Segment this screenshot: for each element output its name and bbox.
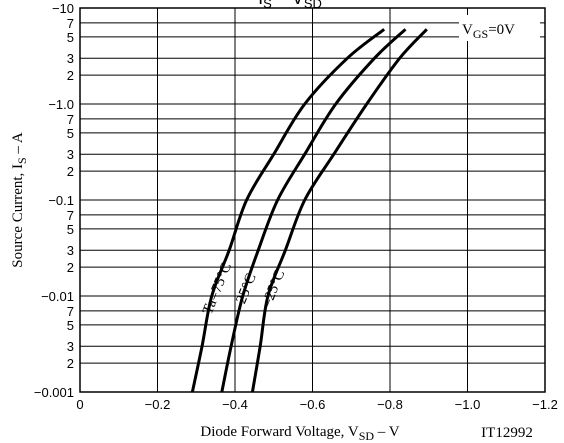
plot-frame (79, 7, 546, 393)
y-tick-label: 5 (67, 222, 74, 237)
y-tick-label: 2 (67, 356, 74, 371)
label-part: Source Current, I (10, 164, 26, 268)
label-part: – V (374, 424, 400, 440)
y-tick-label: −0.1 (48, 193, 74, 208)
y-tick-label: 3 (67, 51, 74, 66)
y-tick-label: −0.001 (34, 385, 74, 400)
label-sub: SD (359, 429, 375, 443)
curve-label: –25°C (259, 268, 289, 311)
y-tick-label: 3 (67, 147, 74, 162)
x-tick-label: −1.0 (455, 397, 481, 412)
y-tick-label: 7 (67, 208, 74, 223)
y-tick-label: 5 (67, 126, 74, 141)
title-sub: SD (304, 0, 322, 11)
figure-code: IT12992 (481, 425, 533, 441)
y-tick-label: 2 (67, 68, 74, 83)
cond-sub: GS (473, 27, 488, 41)
title-part: – V (272, 0, 304, 8)
label-part: – A (10, 132, 26, 157)
y-tick-label: 3 (67, 339, 74, 354)
y-tick-label: 5 (67, 318, 74, 333)
curve (190, 28, 386, 393)
x-tick-label: −1.2 (532, 397, 558, 412)
title-sub: S (263, 0, 272, 11)
y-tick-label: −10 (52, 1, 74, 16)
y-tick-label: −1.0 (48, 97, 74, 112)
title-part: I (258, 0, 263, 8)
curve-label: Ta=75°C (200, 261, 235, 317)
cond-part: V (462, 22, 473, 38)
x-tick-label: −0.8 (377, 397, 403, 412)
curve (220, 28, 407, 393)
condition-label: VGS=0V (462, 22, 515, 41)
label-sub: S (15, 157, 29, 164)
x-tick-label: −0.4 (222, 397, 248, 412)
y-tick-label: 2 (67, 164, 74, 179)
y-tick-label: 2 (67, 260, 74, 275)
y-tick-label: −0.01 (41, 289, 74, 304)
curve-label: 25°C (233, 271, 259, 306)
y-tick-label: 7 (67, 112, 74, 127)
x-tick-label: −0.2 (145, 397, 171, 412)
y-tick-label: 7 (67, 304, 74, 319)
y-tick-label: 3 (67, 243, 74, 258)
y-axis-label: Source Current, IS – A (10, 132, 29, 268)
chart-title: IS – VSD (258, 0, 322, 11)
cond-part: =0V (488, 22, 515, 38)
x-tick-label: −0.6 (300, 397, 326, 412)
y-tick-label: 5 (67, 30, 74, 45)
x-tick-label: 0 (76, 397, 83, 412)
x-axis-label: Diode Forward Voltage, VSD – V (200, 424, 399, 443)
curve (250, 28, 428, 393)
label-part: Diode Forward Voltage, V (200, 424, 358, 440)
condition-box (459, 15, 540, 41)
y-tick-label: 7 (67, 16, 74, 31)
